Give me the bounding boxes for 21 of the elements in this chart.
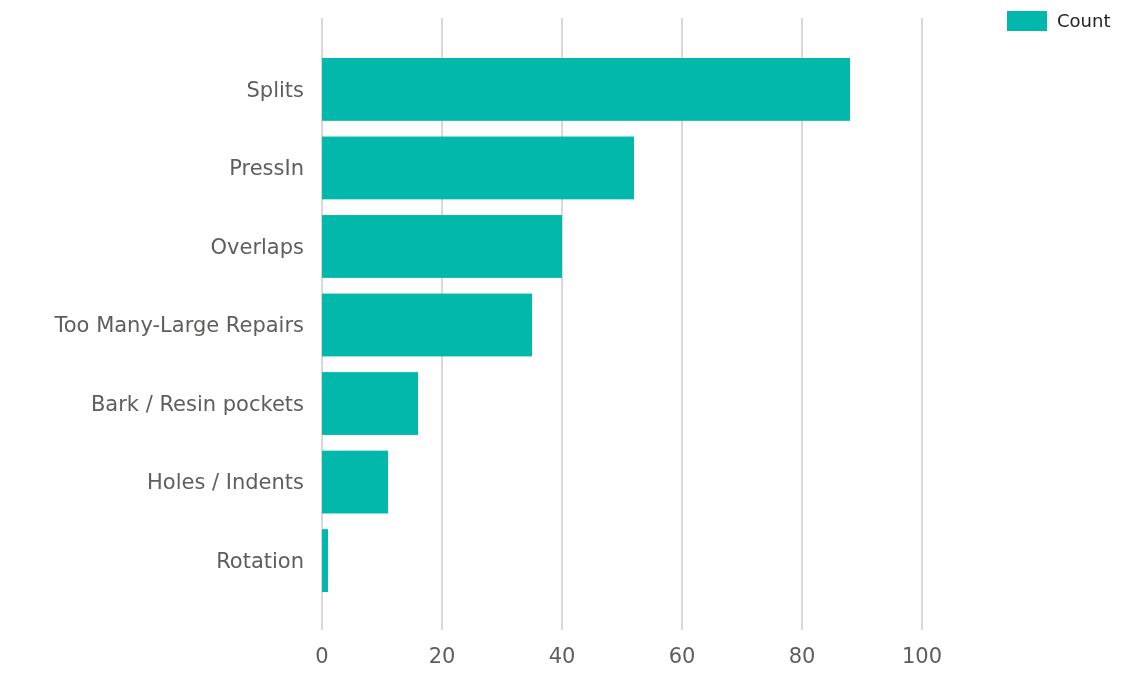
bar — [322, 293, 532, 357]
x-tick-label: 100 — [901, 644, 943, 668]
x-tick-label: 80 — [788, 644, 816, 668]
bar — [322, 529, 328, 592]
y-tick-label: Bark / Resin pockets — [90, 391, 304, 416]
bar — [322, 136, 634, 200]
x-tick-label: 20 — [428, 644, 456, 668]
y-tick-label: PressIn — [229, 156, 304, 181]
legend-label: Count — [1057, 10, 1111, 32]
y-tick-label: Overlaps — [210, 234, 304, 259]
y-tick-label: Holes / Indents — [147, 470, 304, 495]
bar — [322, 372, 418, 435]
y-tick-label: Splits — [246, 77, 304, 102]
y-tick-label: Rotation — [216, 548, 304, 573]
bar — [322, 58, 850, 121]
y-tick-label: Too Many-Large Repairs — [53, 313, 304, 338]
bar — [322, 215, 562, 278]
x-tick-label: 60 — [668, 644, 696, 668]
x-tick-label: 0 — [315, 644, 329, 668]
x-tick-label: 40 — [548, 644, 576, 668]
bar — [322, 450, 388, 514]
